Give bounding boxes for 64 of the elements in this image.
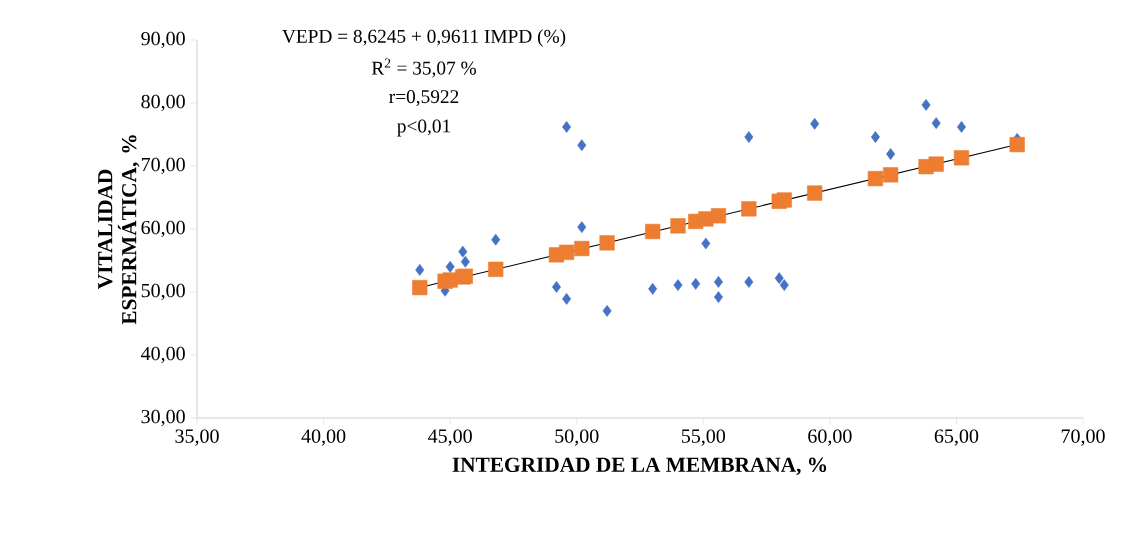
point bbox=[870, 131, 880, 143]
point bbox=[714, 291, 723, 303]
point bbox=[701, 237, 711, 250]
y-tick-label: 40,00 bbox=[141, 346, 185, 364]
x-tick-label: 35,00 bbox=[175, 429, 219, 446]
point bbox=[673, 279, 683, 291]
x-tick-label: 55,00 bbox=[681, 429, 726, 446]
point bbox=[552, 281, 561, 293]
point bbox=[776, 192, 792, 208]
x-axis-title: INTEGRIDAD DE LA MEMBRANA, % bbox=[452, 457, 827, 476]
point bbox=[670, 218, 686, 234]
point bbox=[779, 279, 789, 291]
point bbox=[1009, 136, 1025, 153]
point bbox=[886, 148, 896, 160]
point bbox=[931, 117, 941, 130]
point bbox=[867, 171, 884, 187]
y-tick-label: 30,00 bbox=[141, 409, 185, 427]
point bbox=[928, 156, 944, 172]
point bbox=[577, 221, 587, 233]
point bbox=[957, 121, 966, 133]
point bbox=[648, 282, 658, 295]
annotation: R$^{2}$ = 35,07 % bbox=[371, 58, 477, 78]
x-tick-label: 50,00 bbox=[555, 429, 599, 446]
x-tick-label: 40,00 bbox=[301, 429, 346, 446]
x-tick-label: 60,00 bbox=[808, 429, 852, 446]
annotation: r=0,5922 bbox=[389, 90, 459, 106]
x-tick-label: 65,00 bbox=[934, 429, 979, 446]
point bbox=[458, 245, 468, 258]
y-axis-title: VITALIDAD ESPERMÁTICA, % bbox=[98, 135, 140, 325]
point bbox=[558, 244, 575, 260]
point bbox=[645, 223, 661, 240]
point bbox=[741, 201, 757, 217]
annotation: p<0,01 bbox=[397, 119, 451, 137]
point bbox=[445, 260, 455, 273]
point bbox=[412, 279, 428, 296]
point bbox=[562, 293, 572, 305]
y-tick-label: 60,00 bbox=[141, 220, 185, 238]
point bbox=[774, 272, 784, 285]
y-tick-label: 90,00 bbox=[141, 31, 185, 49]
y-tick-label: 80,00 bbox=[141, 94, 185, 112]
point bbox=[488, 261, 504, 277]
point bbox=[883, 167, 899, 183]
point bbox=[744, 131, 754, 143]
point bbox=[491, 233, 501, 246]
point bbox=[574, 240, 590, 257]
point bbox=[953, 150, 970, 166]
point bbox=[744, 276, 754, 288]
y-tick-label: 50,00 bbox=[141, 283, 185, 301]
point bbox=[691, 277, 701, 290]
x-tick-label: 45,00 bbox=[428, 429, 472, 446]
point bbox=[807, 185, 823, 201]
point bbox=[577, 139, 587, 152]
point bbox=[460, 255, 470, 268]
x-tick-label: 70,00 bbox=[1061, 429, 1105, 446]
point bbox=[602, 305, 612, 317]
point bbox=[714, 276, 723, 288]
point bbox=[921, 99, 931, 111]
point bbox=[810, 117, 820, 130]
annotation: VEPD = 8,6245 + 0,9611 IMPD (%) bbox=[282, 29, 566, 47]
point bbox=[710, 208, 727, 224]
point bbox=[415, 264, 425, 276]
point bbox=[562, 121, 572, 133]
y-tick-label: 70,00 bbox=[141, 157, 185, 175]
point bbox=[599, 235, 615, 251]
